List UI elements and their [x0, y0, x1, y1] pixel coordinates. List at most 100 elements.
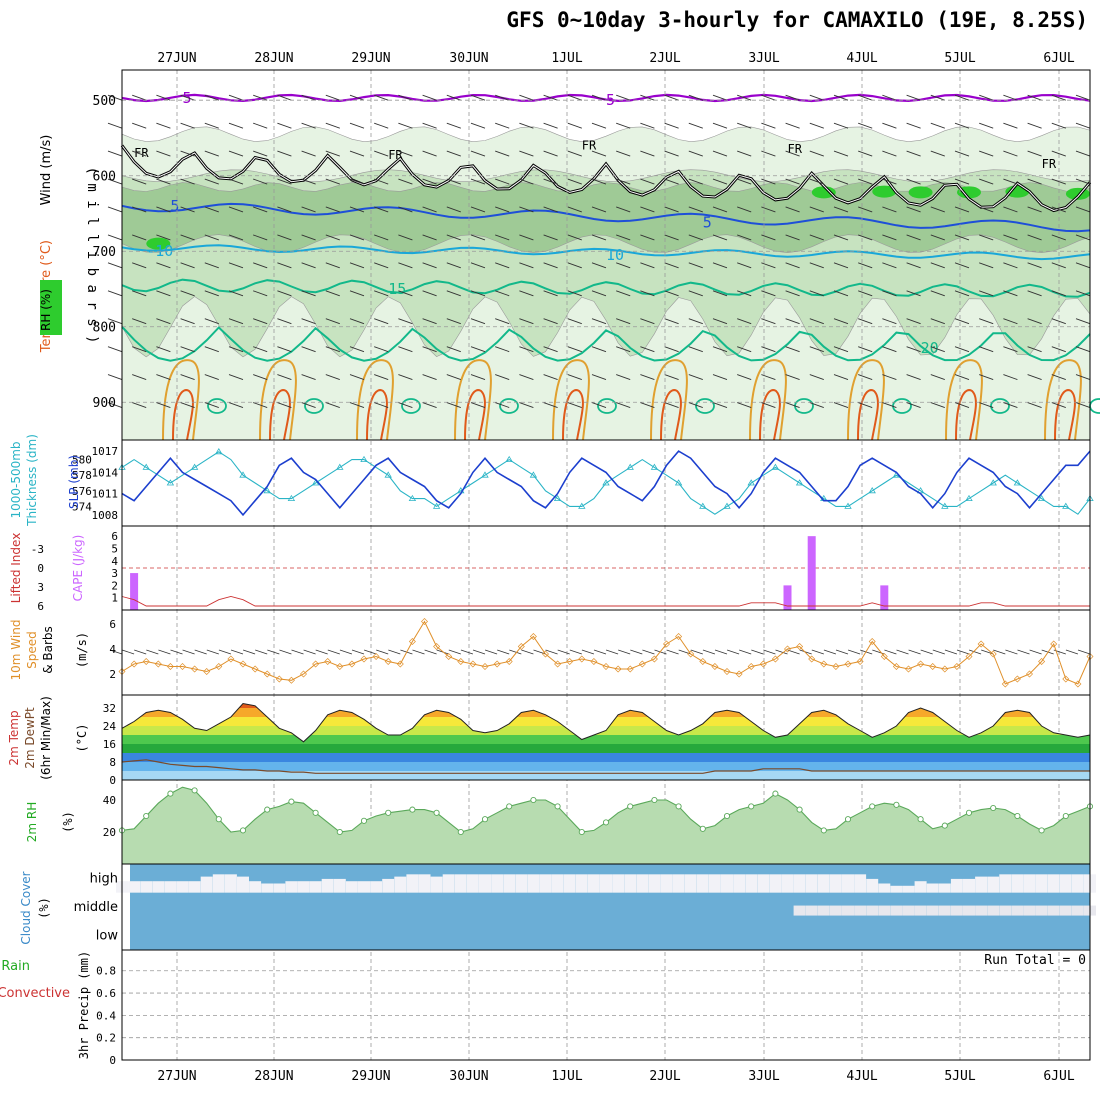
wind-barb: [543, 178, 558, 185]
wind10-point: [1026, 670, 1033, 678]
wind10-point: [300, 670, 307, 678]
wind-barb: [858, 290, 873, 297]
wind-barb: [349, 94, 365, 101]
wind-barb: [591, 178, 607, 185]
wind-barb: [1051, 346, 1066, 353]
wind-barb: [930, 402, 945, 408]
wind-barb: [737, 318, 752, 325]
wind-barb: [688, 290, 703, 297]
wind10-barb: [993, 649, 1006, 655]
wind-barb: [180, 234, 195, 241]
wind-barb: [132, 402, 147, 408]
wind-barb: [1003, 150, 1018, 157]
wind-barb: [349, 402, 365, 408]
wind10-point: [408, 638, 416, 645]
wind-barb: [228, 150, 244, 157]
wind10-point: [542, 650, 549, 658]
wind-barb: [616, 94, 631, 101]
freezing-label: FR: [582, 138, 597, 152]
wind-barb: [446, 94, 461, 101]
cloud-mid-gap: [1059, 905, 1072, 916]
wind-barb: [882, 262, 897, 269]
cloud-high-gap: [600, 874, 612, 893]
wind-barb: [785, 150, 800, 157]
cloud-high-gap: [188, 881, 201, 893]
cloud-high-gap: [793, 874, 806, 893]
wind10-point: [1038, 658, 1046, 665]
cloud-level-label: middle: [74, 900, 118, 915]
wind-barb: [495, 318, 510, 325]
wind-barb: [277, 122, 292, 129]
wind-barb: [785, 318, 800, 325]
wind-barb: [809, 318, 824, 325]
wind-barb: [930, 318, 945, 325]
wind10-barb: [920, 649, 933, 655]
wind10-series: [121, 620, 1091, 685]
wind10-barb: [763, 649, 776, 655]
wind-barb: [906, 122, 921, 129]
wind-barb: [325, 262, 340, 269]
cloud-mid-gap: [829, 905, 842, 916]
contour-value-label: 15: [388, 280, 406, 298]
wind-barb: [374, 374, 389, 381]
wind10-barb: [557, 649, 570, 655]
wind10-point: [905, 665, 912, 673]
wind-barb: [446, 206, 461, 213]
wind-barb: [1051, 178, 1066, 185]
wind10-barb: [509, 649, 522, 655]
wind10-barb: [823, 649, 837, 655]
wind-barb: [204, 346, 219, 353]
cloud-high-gap: [696, 874, 709, 893]
wind-barb: [688, 374, 703, 381]
wind-barb: [1027, 178, 1042, 185]
wind-barb: [809, 150, 824, 157]
temp-contour-30: [562, 389, 584, 441]
wind10-point: [191, 665, 199, 673]
cloud-high-gap: [333, 878, 346, 893]
temp-color-band: [122, 735, 1090, 744]
rh2m-axis-title: 2m RH: [25, 802, 39, 843]
wind10-point: [154, 660, 162, 668]
thickness-series-point: [553, 494, 562, 501]
wind-barb: [664, 122, 679, 129]
wind-barb: [180, 178, 195, 185]
cape-tick-label: 5: [111, 542, 118, 555]
wind-barb: [446, 346, 461, 353]
wind10-barb: [521, 649, 534, 655]
wind10-barb: [968, 649, 982, 655]
wind-barb: [180, 290, 195, 297]
cloud-high-gap: [757, 874, 770, 893]
cloud-high-gap: [914, 881, 927, 893]
wind-barb: [325, 346, 340, 353]
cloud-high-gap: [176, 881, 189, 893]
wind-barb: [253, 346, 268, 353]
wind-barb: [882, 402, 897, 408]
thickness-series-point: [626, 463, 634, 470]
rh2m-point: [288, 798, 295, 805]
wind-barb: [761, 402, 776, 408]
wind-barb: [785, 206, 800, 213]
wind-barb: [470, 206, 486, 213]
wind-barb: [858, 206, 873, 213]
wind-barb: [204, 206, 219, 213]
wind-barb: [858, 374, 873, 381]
rh2m-point: [748, 803, 755, 810]
wind-barb: [616, 290, 631, 297]
wind10-point: [287, 676, 295, 684]
temp-contour-25: [552, 359, 590, 441]
wind-barb: [180, 94, 195, 101]
wind-barb: [882, 374, 897, 381]
wind-barb: [374, 234, 389, 241]
rh2m-point: [1014, 812, 1021, 820]
wind-barb: [398, 374, 413, 381]
wind10-barb: [303, 649, 316, 655]
freezing-label: FR: [788, 142, 803, 156]
wind-barb: [470, 374, 486, 381]
wind-barb: [954, 262, 970, 269]
thickness-series-point: [1062, 502, 1070, 509]
cloud-high-gap: [479, 874, 491, 893]
wind-barb: [156, 94, 171, 101]
wind-barb: [495, 234, 510, 241]
cloud-high-gap: [273, 883, 286, 893]
wind-barb: [374, 122, 389, 129]
